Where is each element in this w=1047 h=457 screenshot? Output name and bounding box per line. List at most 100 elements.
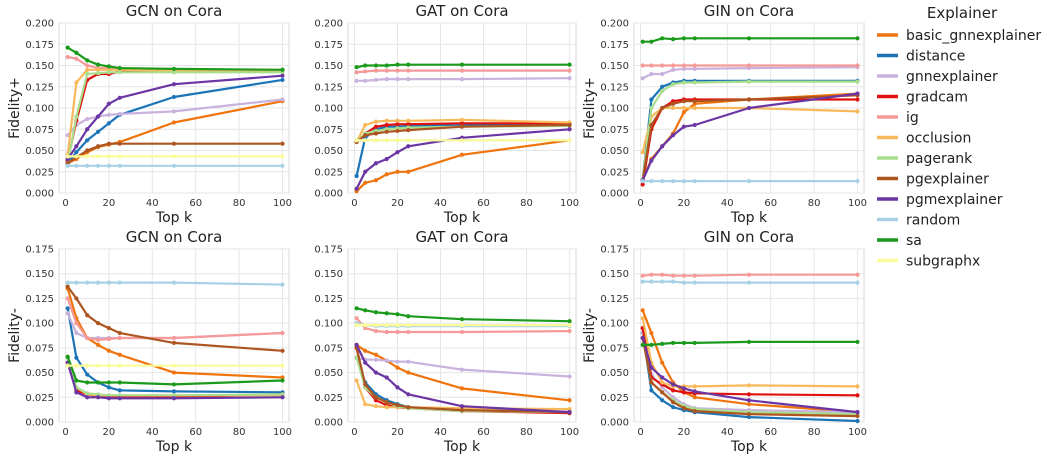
legend-item-pagerank: pagerank (877, 151, 973, 167)
legend-item-subgraphx: subgraphx (877, 254, 980, 270)
y-tick-label: 0.000 (25, 189, 54, 200)
y-tick-label: 0.075 (600, 125, 629, 136)
data-point (65, 363, 70, 368)
data-point (95, 392, 101, 397)
data-point (74, 280, 79, 285)
data-point (746, 272, 752, 277)
data-point (363, 180, 368, 185)
data-point (681, 66, 687, 71)
y-tick-label: 0.075 (314, 125, 343, 136)
data-point (692, 273, 697, 278)
x-axis-label: Top k (155, 210, 193, 226)
data-point (406, 77, 411, 82)
data-point (640, 182, 645, 187)
data-point (855, 272, 860, 277)
series-line (355, 347, 570, 414)
data-point (95, 342, 101, 347)
series-pgmexplainer (65, 73, 285, 162)
data-point (567, 323, 572, 328)
data-point (395, 323, 400, 328)
x-tick-label: 40 (721, 198, 734, 209)
y-tick-label: 0.025 (600, 393, 629, 404)
data-point (95, 395, 101, 400)
legend-item-pgmexplainer: pgmexplainer (877, 192, 1003, 208)
legend-item-random: random (877, 213, 960, 229)
legend-label: pgmexplainer (906, 192, 1003, 208)
data-point (660, 375, 665, 380)
data-point (670, 273, 676, 278)
data-point (85, 363, 90, 368)
x-tick-label: 60 (189, 427, 202, 438)
data-point (74, 144, 79, 149)
legend: Explainer basic_gnnexplainer distance gnnex… (877, 4, 1041, 270)
y-tick-label: 0.050 (314, 368, 343, 379)
y-tick-label: 0.150 (314, 61, 343, 72)
data-point (171, 393, 177, 398)
data-point (95, 67, 101, 72)
y-tick-label: 0.100 (600, 104, 629, 115)
data-point (280, 282, 285, 287)
data-point (681, 280, 687, 285)
data-point (681, 386, 687, 391)
data-point (85, 63, 90, 68)
data-point (106, 325, 112, 331)
data-point (660, 105, 665, 111)
y-tick-label: 0.050 (600, 368, 629, 379)
data-point (74, 330, 79, 336)
x-tick-label: 20 (391, 427, 404, 438)
x-tick-label: 100 (560, 198, 579, 209)
data-point (670, 400, 676, 405)
x-tick-label: 20 (103, 198, 116, 209)
data-point (459, 152, 465, 157)
x-tick-label: 100 (273, 198, 292, 209)
data-point (384, 329, 389, 335)
data-point (649, 380, 654, 385)
data-point (746, 79, 752, 84)
y-tick-label: 0.125 (25, 294, 54, 305)
legend-label: distance (906, 49, 965, 65)
panel-title: GCN on Cora (126, 228, 223, 246)
data-point (640, 179, 645, 184)
series-line (641, 80, 858, 181)
data-point (171, 389, 177, 394)
series-line (641, 92, 858, 181)
data-point (106, 64, 112, 69)
x-tick-label: 40 (721, 427, 734, 438)
legend-item-pgexplainer: pgexplainer (877, 172, 989, 188)
data-point (95, 321, 101, 326)
data-point (395, 329, 400, 335)
data-point (640, 150, 645, 155)
data-point (459, 62, 465, 67)
data-point (384, 311, 389, 316)
data-point (395, 312, 400, 317)
panel-3: 0.000 0.025 0.050 0.075 0.100 0.125 0.150 0.175… (582, 2, 867, 226)
data-point (406, 169, 411, 174)
series-random (65, 280, 285, 287)
data-point (171, 120, 177, 125)
x-tick-label: 80 (233, 198, 246, 209)
x-tick-label: 20 (678, 427, 691, 438)
data-point (855, 418, 860, 424)
data-point (373, 352, 379, 357)
data-point (459, 408, 465, 413)
data-point (280, 154, 285, 159)
data-point (459, 117, 465, 122)
data-point (95, 337, 101, 343)
data-point (74, 355, 79, 360)
data-point (363, 133, 368, 138)
data-point (363, 323, 368, 328)
data-point (681, 105, 687, 111)
data-point (363, 122, 368, 128)
x-tick-label: 0 (637, 198, 643, 209)
y-tick-label: 0.150 (314, 269, 343, 280)
data-point (567, 407, 572, 412)
data-point (280, 97, 285, 102)
x-tick-label: 0 (62, 427, 68, 438)
x-axis-label: Top k (730, 210, 768, 226)
series-subgraphx (354, 138, 572, 143)
series-gnnexplainer (354, 76, 572, 83)
x-tick-label: 80 (520, 427, 533, 438)
data-point (117, 141, 122, 146)
data-point (459, 138, 465, 143)
y-tick-label: 0.100 (314, 319, 343, 330)
